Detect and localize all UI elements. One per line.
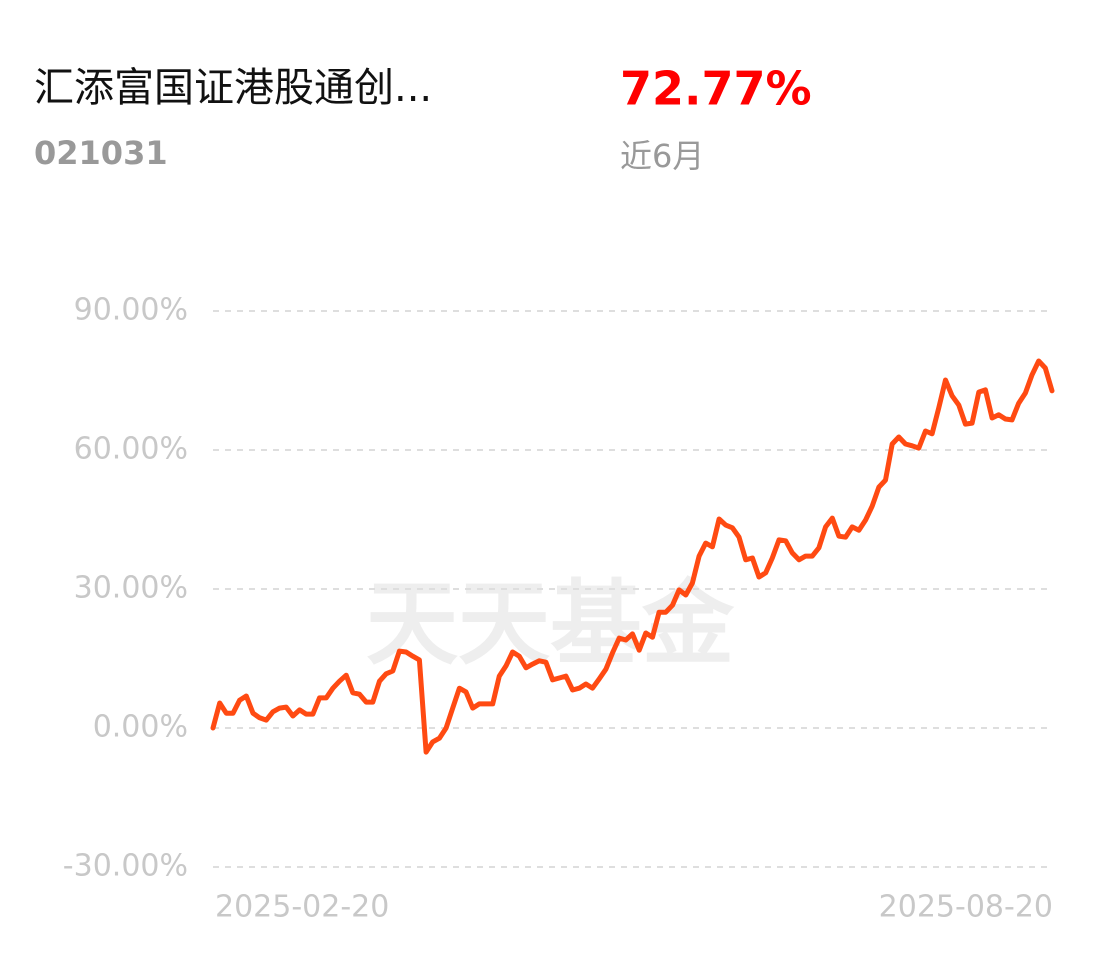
return-value: 72.77% (620, 62, 812, 116)
y-tick-label: -30.00% (63, 849, 188, 884)
fund-code: 021031 (34, 134, 168, 172)
x-tick-label: 2025-02-20 (215, 890, 389, 925)
y-tick-label: 60.00% (74, 432, 188, 467)
y-tick-label: 30.00% (74, 571, 188, 606)
period: 近6月 (620, 137, 704, 175)
y-tick-label: 90.00% (74, 293, 188, 328)
y-tick-label: 0.00% (93, 710, 188, 745)
price-line (210, 358, 1055, 755)
fund-name: 汇添富国证港股通创... (34, 65, 432, 111)
x-tick-label: 2025-08-20 (879, 890, 1053, 925)
watermark: 天天基金 (366, 570, 735, 678)
